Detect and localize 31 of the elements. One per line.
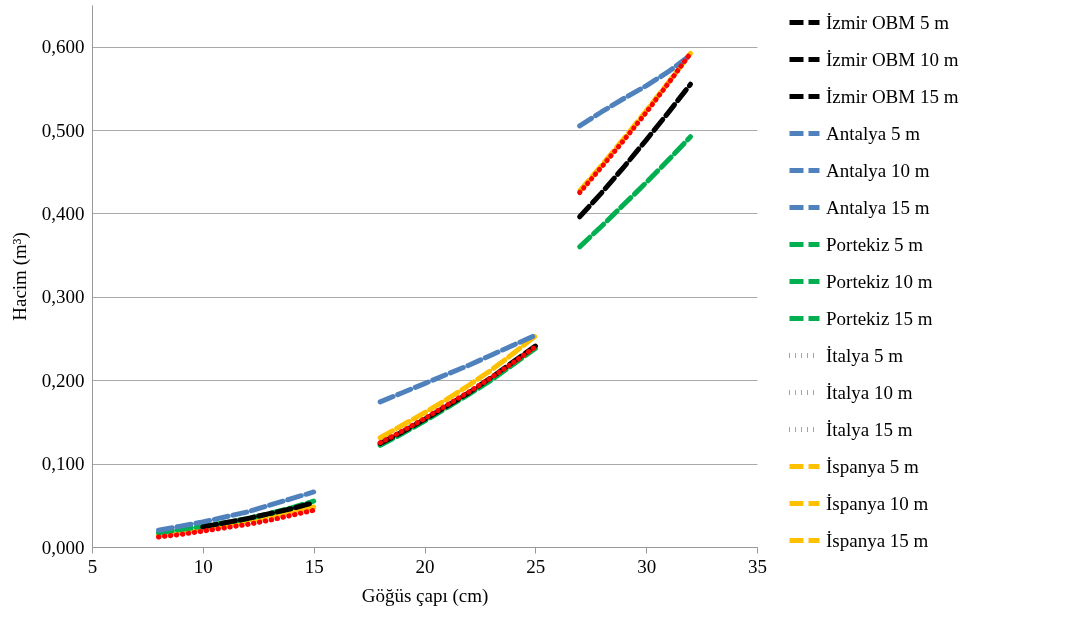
y-tick-label: 0,200 xyxy=(41,369,85,391)
y-axis-title: Hacim (m³) xyxy=(8,232,31,321)
y-tick-label: 0,000 xyxy=(41,536,85,558)
legend-label: İspanya 5 m xyxy=(826,455,920,477)
legend-label: Portekiz 15 m xyxy=(826,307,933,329)
y-tick-label: 0,500 xyxy=(41,119,85,141)
legend-label: İzmir OBM 5 m xyxy=(826,11,950,33)
x-tick-label: 5 xyxy=(87,555,98,577)
x-tick-label: 20 xyxy=(415,555,435,577)
legend-label: İtalya 15 m xyxy=(826,418,913,440)
x-axis-title: Göğüs çapı (cm) xyxy=(361,584,489,607)
y-tick-label: 0,100 xyxy=(41,453,85,475)
legend-label: İtalya 5 m xyxy=(826,344,904,366)
legend-label: Antalya 5 m xyxy=(826,122,921,144)
x-tick-label: 15 xyxy=(304,555,324,577)
legend-label: İzmir OBM 15 m xyxy=(826,85,959,107)
y-tick-label: 0,400 xyxy=(41,202,85,224)
y-tick-label: 0,300 xyxy=(41,286,85,308)
legend-label: Antalya 10 m xyxy=(826,159,930,181)
legend-label: İzmir OBM 10 m xyxy=(826,48,959,70)
legend-label: Portekiz 5 m xyxy=(826,233,924,255)
legend-label: Antalya 15 m xyxy=(826,196,930,218)
legend-label: İspanya 15 m xyxy=(826,529,929,551)
y-tick-label: 0,600 xyxy=(41,36,85,58)
x-tick-label: 35 xyxy=(748,555,767,577)
x-tick-label: 10 xyxy=(193,555,213,577)
legend-label: Portekiz 10 m xyxy=(826,270,933,292)
legend-label: İtalya 10 m xyxy=(826,381,913,403)
x-tick-label: 25 xyxy=(526,555,546,577)
x-tick-label: 30 xyxy=(637,555,657,577)
legend-label: İspanya 10 m xyxy=(826,492,929,514)
